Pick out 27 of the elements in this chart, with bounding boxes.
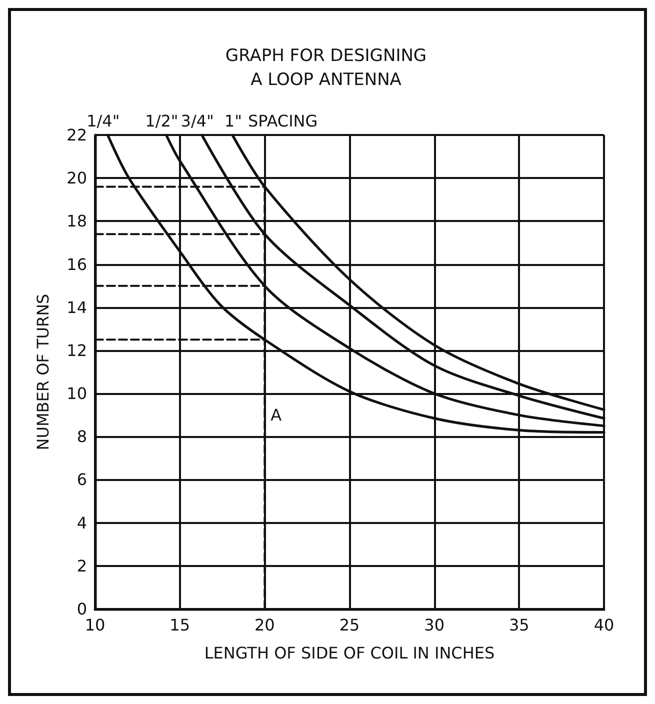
- series-label: 1/2": [145, 112, 178, 130]
- y-tick-label: 4: [76, 513, 87, 532]
- text: SPACING: [248, 112, 318, 130]
- series-label: 1": [224, 112, 242, 130]
- x-tick-label: 40: [594, 616, 614, 634]
- series-label: 1/4": [86, 112, 120, 130]
- y-tick-label: 20: [66, 168, 87, 188]
- y-axis-title: NUMBER OF TURNS: [34, 294, 52, 450]
- x-tick-label: 15: [170, 616, 190, 634]
- y-tick-label: 10: [66, 384, 87, 404]
- x-tick-label: 20: [254, 616, 275, 634]
- x-tick-label: 25: [339, 616, 360, 634]
- y-tick-label: 16: [66, 254, 87, 274]
- y-tick-label: 8: [76, 427, 87, 446]
- y-tick-label: 22: [66, 126, 87, 144]
- y-tick-label: 6: [76, 470, 87, 490]
- y-tick-label: 0: [76, 600, 87, 618]
- y-tick-label: 12: [66, 340, 87, 360]
- series-label: 3/4": [180, 112, 214, 130]
- y-tick-label: 18: [66, 212, 87, 231]
- y-tick-label: 14: [66, 298, 87, 317]
- x-axis-title: LENGTH OF SIDE OF COIL IN INCHES: [204, 644, 495, 662]
- x-tick-label: 35: [508, 616, 530, 634]
- y-tick-label: 2: [76, 556, 87, 576]
- annotation: A: [270, 406, 282, 425]
- x-tick-label: 30: [424, 616, 445, 634]
- chart-title: GRAPH FOR DESIGNING A LOOP ANTENNA: [225, 46, 427, 90]
